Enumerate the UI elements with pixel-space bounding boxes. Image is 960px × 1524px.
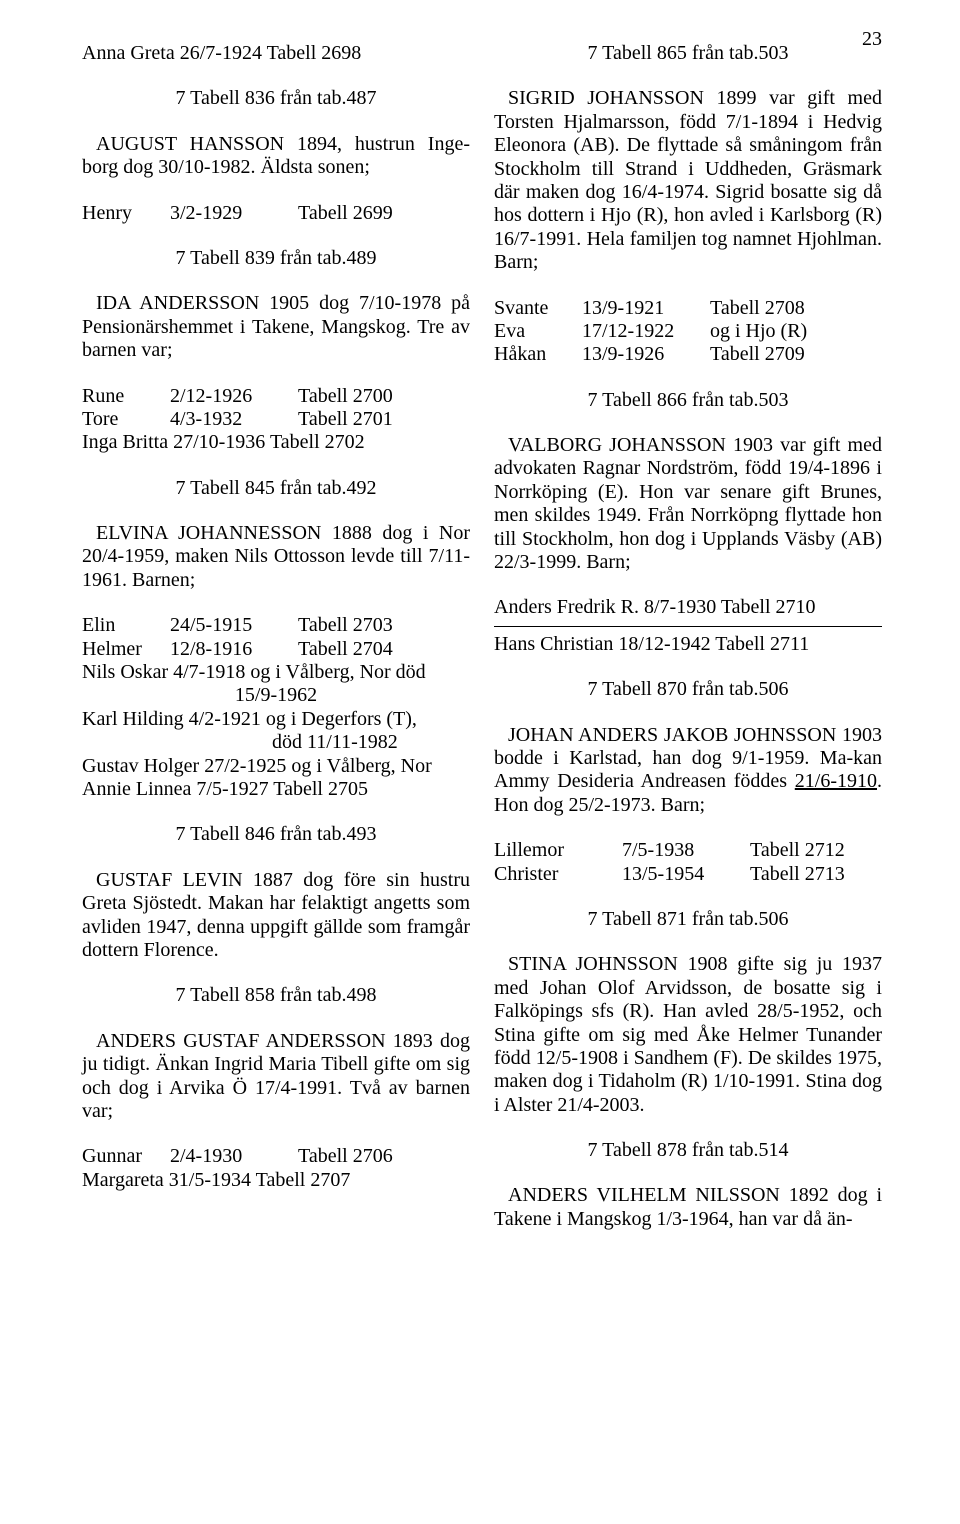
person-name: Henry — [82, 202, 170, 225]
person-row: Inga Britta 27/10-1936 Tabell 2702 — [82, 431, 470, 454]
person-row: Anders Fredrik R. 8/7-1930 Tabell 2710 — [494, 596, 882, 619]
person-row: Margareta 31/5-1934 Tabell 2707 — [82, 1169, 470, 1192]
person-row: Rune 2/12-1926 Tabell 2700 — [82, 385, 470, 408]
person-name: Elin — [82, 614, 170, 637]
divider — [494, 626, 882, 627]
person-date: 13/5-1954 — [622, 863, 750, 886]
page-number: 23 — [862, 28, 882, 51]
person-list: Anders Fredrik R. 8/7-1930 Tabell 2710 — [494, 596, 882, 619]
person-list: Gunnar 2/4-1930 Tabell 2706 Margareta 31… — [82, 1145, 470, 1192]
two-column-layout: Anna Greta 26/7-1924 Tabell 2698 7 Tabel… — [82, 42, 884, 1231]
paragraph: GUSTAF LEVIN 1887 dog före sin hustru Gr… — [82, 869, 470, 963]
person-ref: Tabell 2712 — [750, 839, 882, 862]
paragraph: SIGRID JOHANSSON 1899 var gift med Torst… — [494, 87, 882, 274]
person-row: Gunnar 2/4-1930 Tabell 2706 — [82, 1145, 470, 1168]
person-date: 13/9-1926 — [582, 343, 710, 366]
person-row: Tore 4/3-1932 Tabell 2701 — [82, 408, 470, 431]
continuation-line: död 11/11-1982 — [82, 731, 470, 754]
person-date: 4/3-1932 — [170, 408, 298, 431]
table-ref: 7 Tabell 845 från tab.492 — [82, 477, 470, 500]
person-row: Eva 17/12-1922 og i Hjo (R) — [494, 320, 882, 343]
person-list: Rune 2/12-1926 Tabell 2700 Tore 4/3-1932… — [82, 385, 470, 455]
right-column: 7 Tabell 865 från tab.503 SIGRID JOHANSS… — [494, 42, 882, 1231]
person-ref: Tabell 2699 — [298, 202, 470, 225]
person-row: Elin 24/5-1915 Tabell 2703 — [82, 614, 470, 637]
person-list: Svante 13/9-1921 Tabell 2708 Eva 17/12-1… — [494, 297, 882, 367]
person-ref: Tabell 2703 — [298, 614, 470, 637]
paragraph: STINA JOHNSSON 1908 gifte sig ju 1937 me… — [494, 953, 882, 1117]
person-ref: Tabell 2704 — [298, 638, 470, 661]
person-list: Lillemor 7/5-1938 Tabell 2712 Christer 1… — [494, 839, 882, 886]
person-date: 2/4-1930 — [170, 1145, 298, 1168]
paragraph: ELVINA JOHANNESSON 1888 dog i Nor 20/4-1… — [82, 522, 470, 592]
paragraph: VALBORG JOHANSSON 1903 var gift med advo… — [494, 434, 882, 574]
table-ref: 7 Tabell 866 från tab.503 — [494, 389, 882, 412]
person-row: Helmer 12/8-1916 Tabell 2704 — [82, 638, 470, 661]
person-date: 3/2-1929 — [170, 202, 298, 225]
person-ref: Tabell 2701 — [298, 408, 470, 431]
table-ref: 7 Tabell 836 från tab.487 — [82, 87, 470, 110]
person-row: Christer 13/5-1954 Tabell 2713 — [494, 863, 882, 886]
person-name: Helmer — [82, 638, 170, 661]
table-ref: 7 Tabell 858 från tab.498 — [82, 984, 470, 1007]
person-list: Henry 3/2-1929 Tabell 2699 — [82, 202, 470, 225]
paragraph: ANDERS VILHELM NILSSON 1892 dog i Takene… — [494, 1184, 882, 1231]
person-ref: Tabell 2713 — [750, 863, 882, 886]
table-ref: 7 Tabell 846 från tab.493 — [82, 823, 470, 846]
paragraph: AUGUST HANSSON 1894, hustrun Inge-borg d… — [82, 133, 470, 180]
person-name: Tore — [82, 408, 170, 431]
paragraph: IDA ANDERSSON 1905 dog 7/10-1978 på Pens… — [82, 292, 470, 362]
person-date: 17/12-1922 — [582, 320, 710, 343]
person-list: Elin 24/5-1915 Tabell 2703 Helmer 12/8-1… — [82, 614, 470, 801]
table-ref: 7 Tabell 870 från tab.506 — [494, 678, 882, 701]
person-name: Gunnar — [82, 1145, 170, 1168]
person-row: Karl Hilding 4/2-1921 og i Degerfors (T)… — [82, 708, 470, 731]
person-date: 13/9-1921 — [582, 297, 710, 320]
document-page: 23 Anna Greta 26/7-1924 Tabell 2698 7 Ta… — [0, 0, 960, 1291]
paragraph: JOHAN ANDERS JAKOB JOHNSSON 1903 bodde i… — [494, 724, 882, 818]
person-row: Svante 13/9-1921 Tabell 2708 — [494, 297, 882, 320]
person-row: Henry 3/2-1929 Tabell 2699 — [82, 202, 470, 225]
person-date: 7/5-1938 — [622, 839, 750, 862]
person-name: Eva — [494, 320, 582, 343]
paragraph: ANDERS GUSTAF ANDERSSON 1893 dog ju tidi… — [82, 1030, 470, 1124]
person-row: Hans Christian 18/12-1942 Tabell 2711 — [494, 633, 882, 656]
person-ref: Tabell 2708 — [710, 297, 882, 320]
person-row: Håkan 13/9-1926 Tabell 2709 — [494, 343, 882, 366]
person-date: 12/8-1916 — [170, 638, 298, 661]
person-ref: Tabell 2709 — [710, 343, 882, 366]
person-ref: og i Hjo (R) — [710, 320, 882, 343]
person-name: Christer — [494, 863, 622, 886]
table-ref: 7 Tabell 839 från tab.489 — [82, 247, 470, 270]
person-ref: Tabell 2706 — [298, 1145, 470, 1168]
person-date: 2/12-1926 — [170, 385, 298, 408]
person-row: Nils Oskar 4/7-1918 og i Vålberg, Nor dö… — [82, 661, 470, 684]
person-row: Lillemor 7/5-1938 Tabell 2712 — [494, 839, 882, 862]
entry-line: Anna Greta 26/7-1924 Tabell 2698 — [82, 42, 470, 65]
person-name: Svante — [494, 297, 582, 320]
person-ref: Tabell 2700 — [298, 385, 470, 408]
person-date: 24/5-1915 — [170, 614, 298, 637]
person-name: Håkan — [494, 343, 582, 366]
continuation-line: 15/9-1962 — [82, 684, 470, 707]
table-ref: 7 Tabell 878 från tab.514 — [494, 1139, 882, 1162]
underlined-date: 21/6-1910 — [795, 770, 877, 792]
left-column: Anna Greta 26/7-1924 Tabell 2698 7 Tabel… — [82, 42, 470, 1231]
person-row: Gustav Holger 27/2-1925 og i Vålberg, No… — [82, 755, 470, 778]
table-ref: 7 Tabell 871 från tab.506 — [494, 908, 882, 931]
person-name: Lillemor — [494, 839, 622, 862]
table-ref: 7 Tabell 865 från tab.503 — [494, 42, 882, 65]
person-name: Rune — [82, 385, 170, 408]
person-row: Annie Linnea 7/5-1927 Tabell 2705 — [82, 778, 470, 801]
person-list: Hans Christian 18/12-1942 Tabell 2711 — [494, 633, 882, 656]
